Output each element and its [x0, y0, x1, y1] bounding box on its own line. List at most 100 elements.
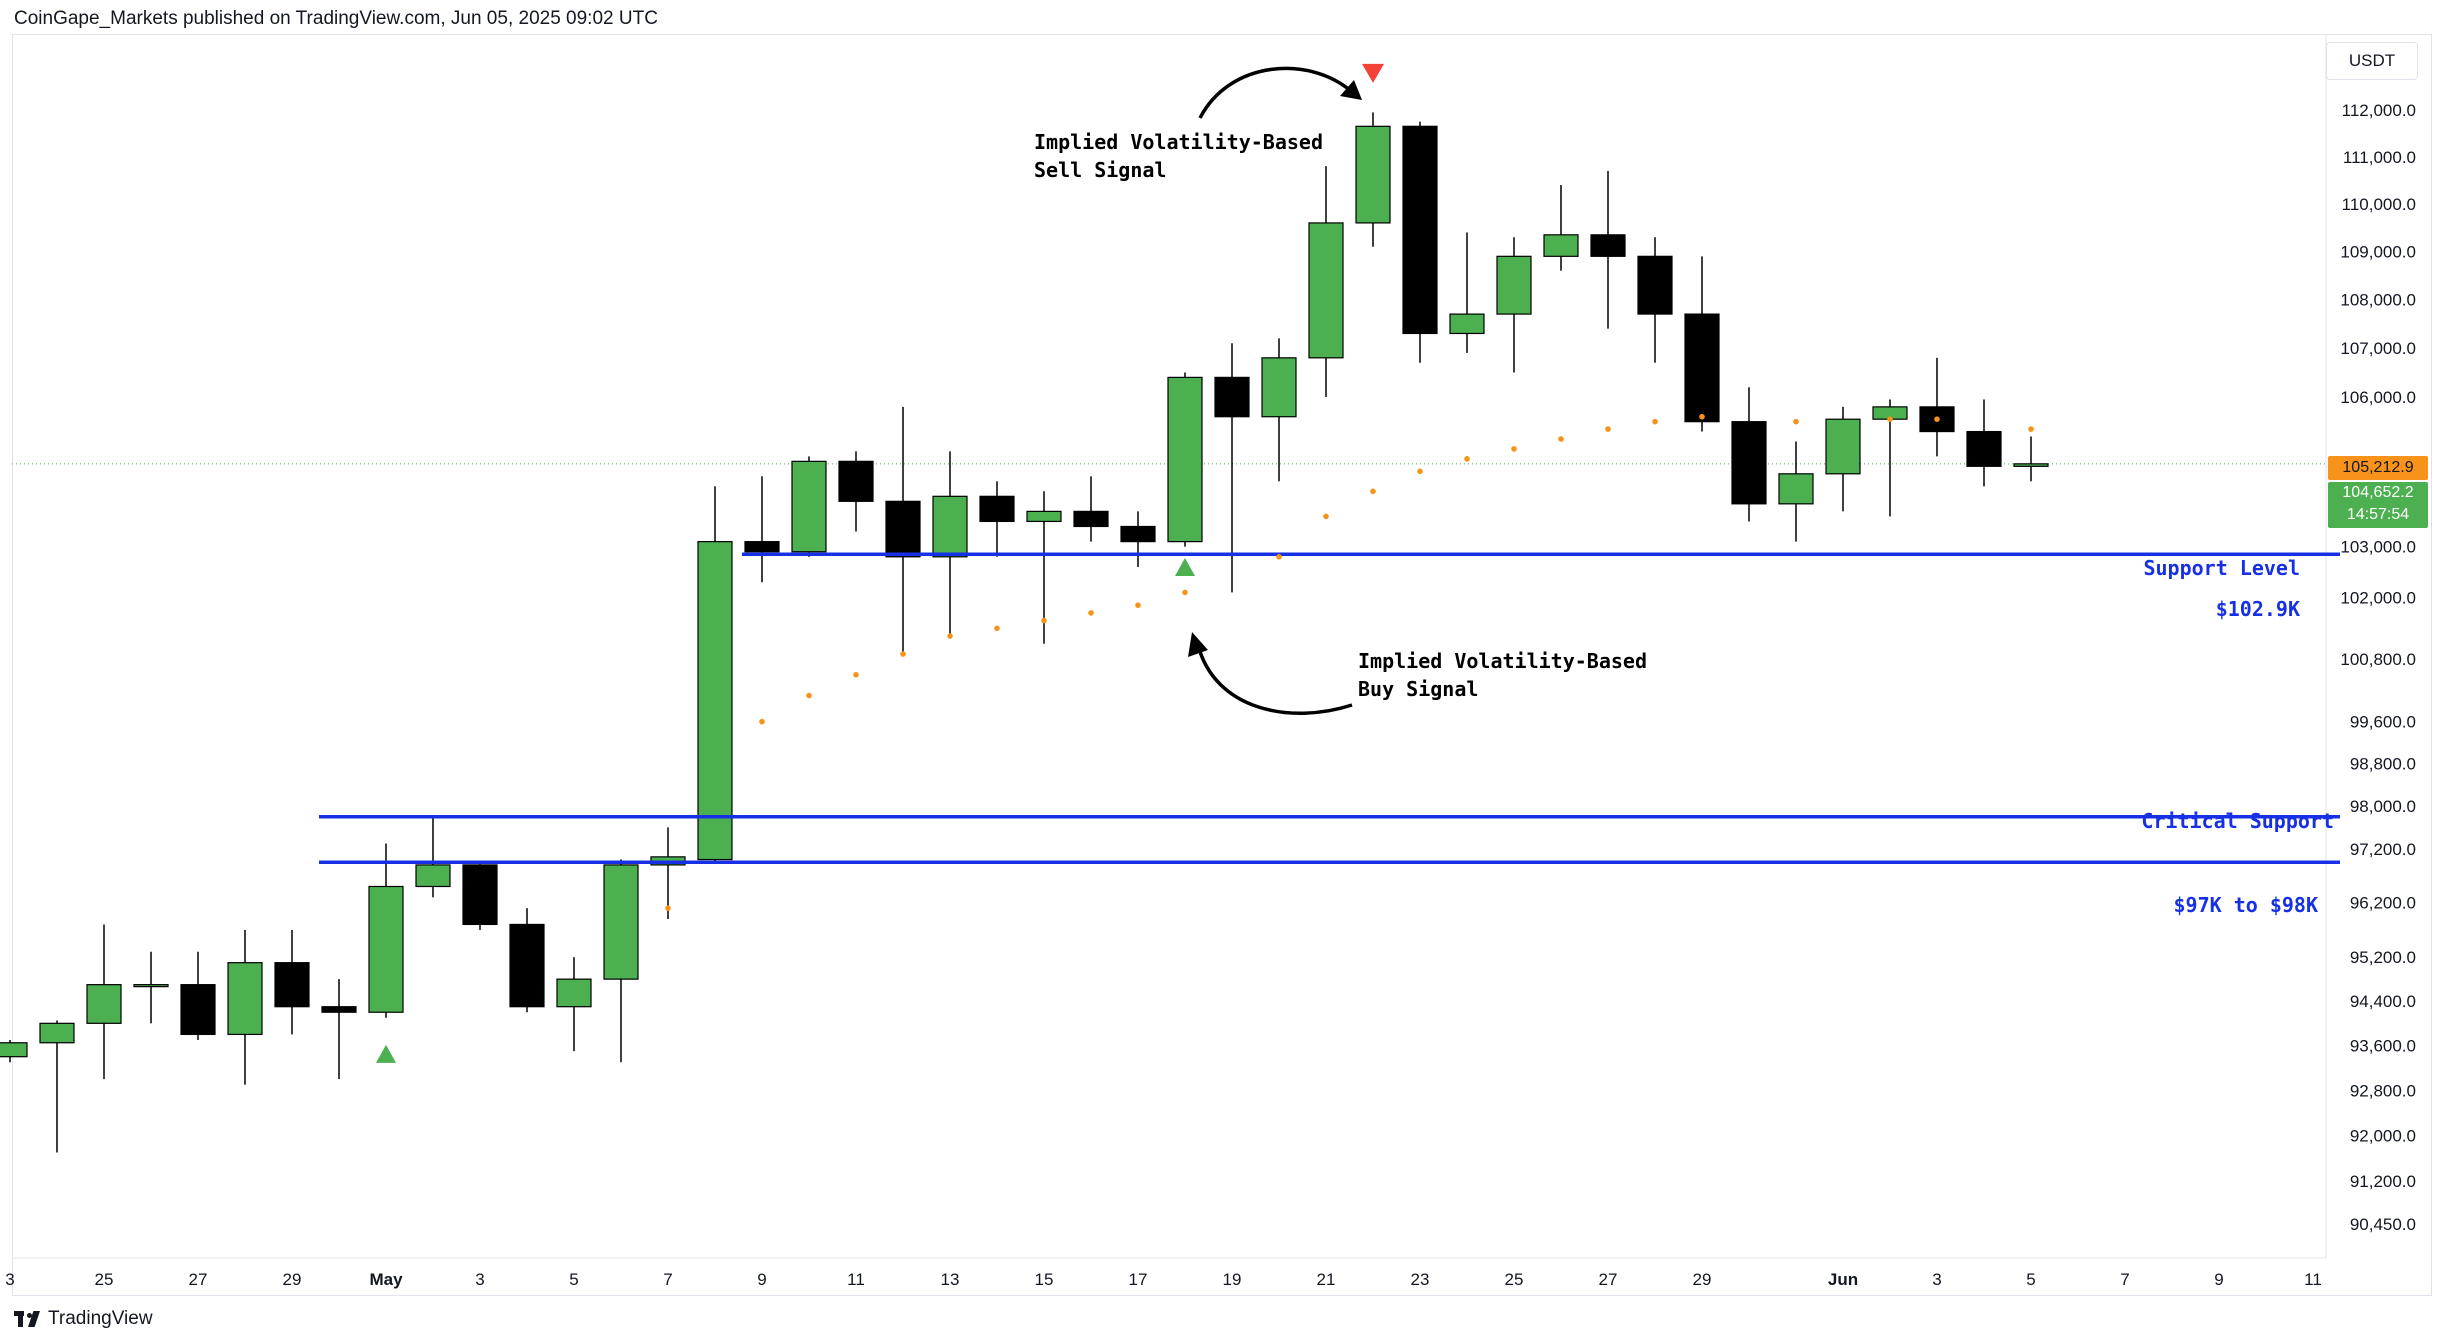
signal-dot — [994, 625, 1000, 632]
candle-body — [39, 1022, 75, 1044]
support-level-value: $102.9K — [2216, 597, 2300, 621]
signal-dot — [900, 651, 906, 657]
candle-body — [1355, 125, 1391, 224]
candle-body — [180, 984, 216, 1036]
candle-body — [274, 962, 310, 1008]
signal-dot — [1699, 413, 1705, 420]
y-tick-label: 97,200.0 — [2350, 840, 2416, 859]
y-tick-label: 99,600.0 — [2350, 713, 2416, 732]
candle-body — [1496, 255, 1532, 315]
buy-annotation-line1: Implied Volatility-Based — [1358, 649, 1647, 673]
y-tick-label: 93,600.0 — [2350, 1037, 2416, 1056]
candle-body — [556, 978, 592, 1008]
tradingview-logo[interactable]: TradingView — [14, 1308, 153, 1330]
x-tick-label: 21 — [1317, 1270, 1336, 1289]
signal-dot — [1464, 456, 1470, 462]
candle-body — [368, 885, 404, 1013]
signal-dot — [1135, 602, 1141, 609]
y-tick-label: 106,000.0 — [2340, 388, 2416, 407]
y-tick-label: 92,800.0 — [2350, 1081, 2416, 1100]
candle-body — [979, 495, 1015, 523]
signal-dot — [1558, 436, 1564, 442]
sell-arrow-head — [1340, 80, 1362, 100]
x-tick-label: 9 — [757, 1270, 766, 1289]
high-price-tag: 105,212.9 — [2328, 456, 2428, 480]
y-tick-label: 110,000.0 — [2342, 195, 2416, 214]
x-tick-label: 13 — [941, 1270, 960, 1289]
last-price-value: 104,652.2 — [2342, 484, 2414, 501]
signal-dot — [853, 671, 859, 678]
signal-dot — [947, 633, 953, 639]
sell-signal-marker — [1362, 63, 1384, 83]
candle-body — [1167, 376, 1203, 543]
candle-body — [1778, 473, 1814, 505]
signal-dot — [1370, 488, 1376, 495]
x-tick-label: 29 — [1693, 1270, 1712, 1289]
candle-body — [321, 1006, 357, 1013]
critical-support-label: Critical Support — [2141, 809, 2334, 833]
tradingview-icon — [14, 1311, 40, 1327]
x-tick-label: 3 — [5, 1270, 14, 1289]
x-tick-label: 15 — [1035, 1270, 1054, 1289]
x-tick-label: 23 — [1411, 1270, 1430, 1289]
x-tick-label: 5 — [2026, 1270, 2035, 1289]
candle-body — [133, 984, 169, 988]
candle-body — [509, 923, 545, 1008]
x-tick-label: 5 — [569, 1270, 578, 1289]
candle-body — [1966, 430, 2002, 467]
candle-body — [1120, 525, 1156, 543]
candle-body — [1073, 510, 1109, 528]
bar-countdown: 14:57:54 — [2346, 506, 2410, 523]
chart-frame — [12, 34, 2432, 1296]
signal-dot — [1605, 426, 1611, 432]
candle-body — [1825, 418, 1861, 475]
y-tick-label: 103,000.0 — [2340, 538, 2416, 557]
signal-dot — [1887, 416, 1893, 422]
y-tick-label: 95,200.0 — [2350, 948, 2416, 967]
signal-dot — [1088, 610, 1094, 616]
sell-annotation-line2: Sell Signal — [1034, 158, 1166, 182]
y-tick-label: 108,000.0 — [2340, 291, 2416, 310]
candle-body — [227, 962, 263, 1036]
signal-dot — [1652, 418, 1658, 425]
candle-body — [697, 541, 733, 861]
candle-body — [1543, 234, 1579, 257]
sell-annotation-line1: Implied Volatility-Based — [1034, 130, 1323, 154]
sell-arrow-curve — [1198, 66, 1354, 119]
signal-dot — [1793, 418, 1799, 425]
y-tick-label: 107,000.0 — [2340, 339, 2416, 358]
candle-body — [2013, 463, 2049, 467]
signal-dot — [1511, 446, 1517, 452]
buy-annotation-line2: Buy Signal — [1358, 677, 1478, 701]
x-tick-label: 25 — [1505, 1270, 1524, 1289]
signal-dot — [1182, 589, 1188, 596]
candle-body — [932, 495, 968, 558]
signal-dot — [2028, 426, 2034, 432]
x-tick-label: 19 — [1223, 1270, 1242, 1289]
x-tick-label: 11 — [2304, 1270, 2322, 1289]
buy-arrow-curve — [1196, 644, 1353, 715]
x-tick-label: Jun — [1828, 1270, 1858, 1289]
x-tick-label: 7 — [2120, 1270, 2129, 1289]
x-tick-label: 17 — [1129, 1270, 1148, 1289]
candle-body — [1308, 222, 1344, 359]
x-tick-label: 3 — [1932, 1270, 1941, 1289]
signal-dot — [1276, 554, 1282, 560]
tradingview-logo-text: TradingView — [48, 1308, 153, 1329]
y-tick-label: 102,000.0 — [2340, 589, 2416, 608]
candle-body — [86, 984, 122, 1024]
candle-body — [1731, 421, 1767, 505]
x-tick-label: 11 — [847, 1270, 865, 1289]
x-tick-label: May — [369, 1270, 403, 1289]
candle-body — [1590, 234, 1626, 257]
x-tick-label: 7 — [663, 1270, 672, 1289]
candle-body — [1684, 313, 1720, 423]
y-tick-label: 109,000.0 — [2340, 243, 2416, 262]
x-tick-label: 9 — [2214, 1270, 2223, 1289]
currency-selector[interactable]: USDT — [2326, 42, 2418, 80]
y-tick-label: 91,200.0 — [2350, 1172, 2416, 1191]
support-level-label: Support Level — [2143, 556, 2300, 580]
candle-body — [603, 864, 639, 980]
buy-arrow-head — [1188, 632, 1208, 657]
